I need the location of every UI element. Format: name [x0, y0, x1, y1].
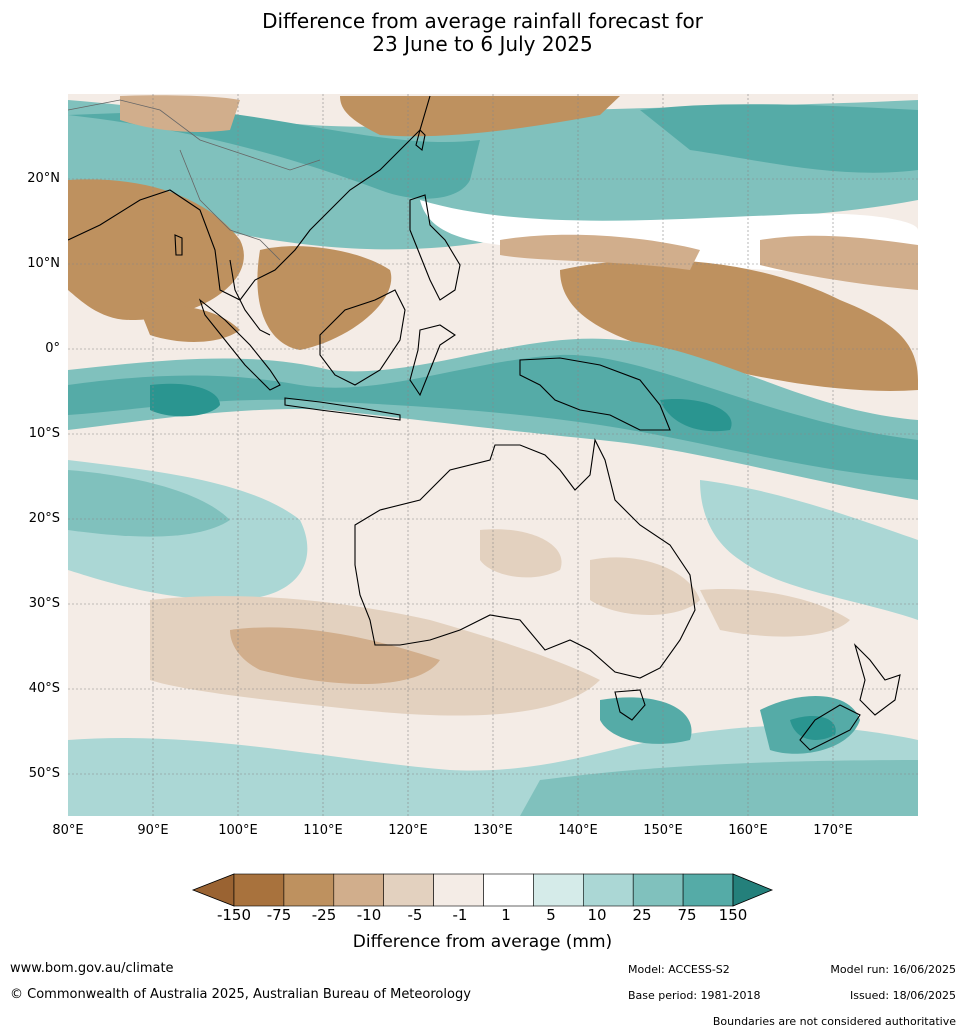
- colorbar-swatch: [333, 873, 384, 907]
- website-link[interactable]: www.bom.gov.au/climate: [10, 961, 174, 976]
- colorbar-swatch: [383, 873, 434, 907]
- colorbar-tick-label: 75: [677, 906, 697, 924]
- disclaimer-text: Boundaries are not considered authoritat…: [712, 1015, 956, 1028]
- colorbar-extend-low: [191, 873, 235, 907]
- asia-coastline: [68, 95, 431, 301]
- lon-label: 160°E: [728, 823, 768, 838]
- colorbar-swatch: [582, 873, 634, 907]
- lat-label: 20°N: [27, 171, 60, 186]
- colorbar-tick-label: -1: [452, 906, 468, 924]
- sumatra-coastline: [198, 298, 281, 391]
- lon-label: 150°E: [643, 823, 683, 838]
- lat-label: 30°S: [28, 596, 60, 611]
- colorbar: [191, 873, 774, 907]
- lon-label: 100°E: [218, 823, 258, 838]
- java-coastline: [284, 397, 401, 421]
- colorbar-tick-label: 10: [587, 906, 607, 924]
- colorbar-tick-label: -25: [311, 906, 337, 924]
- colorbar-tick-label: -5: [407, 906, 423, 924]
- title-line-2: 23 June to 6 July 2025: [372, 32, 593, 56]
- rainfall-field: [68, 94, 918, 816]
- lon-label: 140°E: [558, 823, 598, 838]
- lon-label: 80°E: [52, 823, 84, 838]
- nz-south-coastline: [799, 704, 861, 751]
- map-title: Difference from average rainfall forecas…: [0, 10, 965, 56]
- colorbar-tick-label: 25: [632, 906, 652, 924]
- colorbar-swatch: [433, 873, 484, 907]
- lat-label: 20°S: [28, 511, 60, 526]
- lat-label: 0°: [45, 341, 60, 356]
- colorbar-swatch: [682, 873, 734, 907]
- colorbar-swatch: [233, 873, 285, 907]
- colorbar-tick-label: 1: [501, 906, 511, 924]
- lon-label: 130°E: [473, 823, 513, 838]
- coastlines: [68, 95, 901, 751]
- philippines-coastline: [409, 194, 461, 301]
- lon-label: 90°E: [137, 823, 169, 838]
- colorbar-title: Difference from average (mm): [352, 932, 613, 952]
- colorbar-swatch: [632, 873, 684, 907]
- base-period-text: Base period: 1981-2018: [628, 989, 761, 1002]
- sri-lanka-coastline: [174, 234, 183, 256]
- colorbar-swatch: [283, 873, 335, 907]
- country-borders: [68, 99, 321, 261]
- colorbar-tick-label: -10: [356, 906, 382, 924]
- copyright-text: © Commonwealth of Australia 2025, Austra…: [10, 987, 471, 1002]
- colorbar-swatch: [483, 873, 534, 907]
- colorbar-swatch: [533, 873, 584, 907]
- issued-text: Issued: 18/06/2025: [849, 989, 956, 1002]
- lat-label: 10°N: [27, 256, 60, 271]
- colorbar-tick-label: -75: [266, 906, 292, 924]
- nz-north-coastline: [853, 643, 901, 716]
- colorbar-tick-label: -150: [216, 906, 252, 924]
- borneo-coastline: [319, 289, 406, 386]
- lat-label: 40°S: [28, 681, 60, 696]
- title-line-1: Difference from average rainfall forecas…: [262, 9, 703, 33]
- malay-peninsula-coastline: [229, 259, 271, 336]
- colorbar-extend-high: [732, 873, 774, 907]
- model-text: Model: ACCESS-S2: [628, 963, 730, 976]
- sulawesi-coastline: [409, 324, 456, 397]
- colorbar-tick-label: 150: [718, 906, 748, 924]
- colorbar-tick-label: 5: [546, 906, 556, 924]
- tasmania-coastline: [614, 689, 646, 721]
- lon-label: 120°E: [388, 823, 428, 838]
- lon-label: 170°E: [813, 823, 853, 838]
- taiwan-coastline: [415, 128, 426, 152]
- new-guinea-coastline: [519, 357, 671, 431]
- model-run-text: Model run: 16/06/2025: [830, 963, 956, 976]
- australia-coastline: [354, 438, 696, 679]
- lat-label: 10°S: [28, 426, 60, 441]
- lat-label: 50°S: [28, 766, 60, 781]
- lon-label: 110°E: [303, 823, 343, 838]
